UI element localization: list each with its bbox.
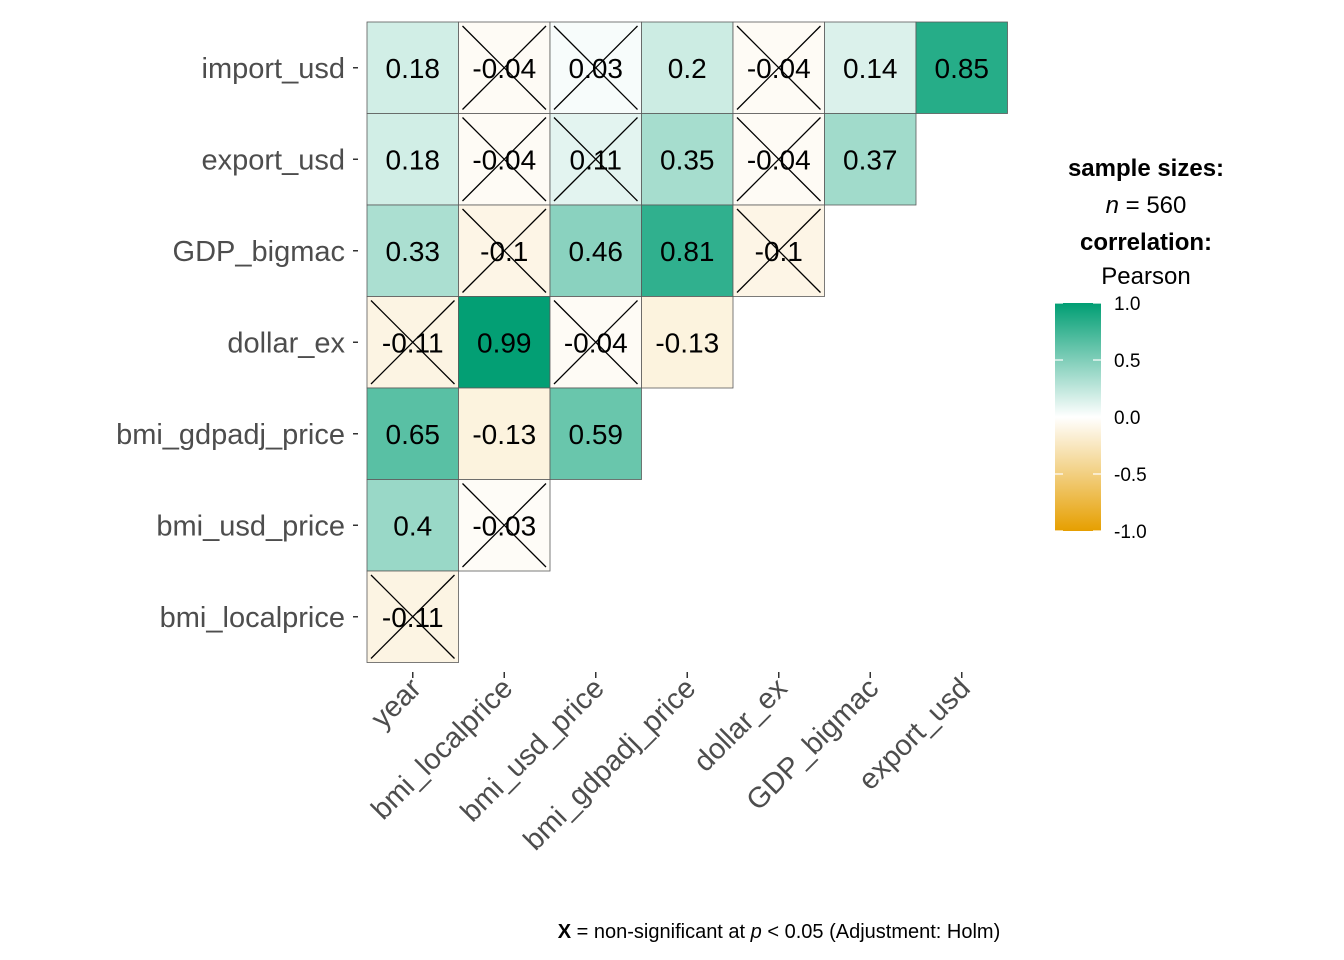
heatmap-cell-bmi-usd-price-dollar-ex: -0.04: [549, 296, 642, 389]
nonsig-cross-line: [736, 117, 821, 202]
legend-correlation-method: Pearson: [1101, 263, 1190, 290]
heatmap-cell-bmi-localprice-export-usd: -0.04: [458, 113, 551, 206]
cell-value-label: 0.4: [393, 510, 432, 541]
nonsig-cross-line: [553, 117, 638, 202]
nonsig-cross-line: [370, 300, 455, 385]
legend-correlation-title: correlation:: [1080, 229, 1212, 256]
heatmap-cell-bmi-usd-price-gdp-bigmac: 0.46: [549, 204, 642, 297]
nonsig-cross-line: [736, 25, 821, 110]
cell-value-label: -0.13: [655, 327, 719, 358]
cell-tile: [458, 387, 551, 480]
heatmap-cell-dollar-ex-export-usd: -0.04: [732, 113, 825, 206]
cell-tile: [641, 204, 734, 297]
heatmap-cell-gdp-bigmac-export-usd: 0.37: [824, 113, 917, 206]
legend-tick-label: -1.0: [1114, 522, 1147, 543]
heatmap-cell-dollar-ex-gdp-bigmac: -0.1: [732, 204, 825, 297]
y-tick-label: import_usd: [202, 53, 345, 85]
heatmap-cell-year-bmi-localprice: -0.11: [366, 570, 459, 663]
heatmap-cell-dollar-ex-import-usd: -0.04: [732, 21, 825, 114]
nonsig-cross-line: [736, 208, 821, 293]
heatmap-cell-bmi-localprice-gdp-bigmac: -0.1: [458, 204, 551, 297]
y-tick-label: bmi_usd_price: [156, 510, 345, 542]
nonsig-cross-line: [553, 25, 638, 110]
legend-ticks: 1.0 0.5 0.0 -0.5 -1.0: [1055, 294, 1147, 543]
cell-tile: [915, 21, 1008, 114]
x-axis: yearbmi_localpricebmi_usd_pricebmi_gdpad…: [365, 672, 977, 857]
legend-tick-label: 0.0: [1114, 408, 1140, 429]
nonsig-cross-line: [462, 208, 547, 293]
heatmap-cell-year-import-usd: 0.18: [366, 21, 459, 114]
cell-tile: [366, 387, 459, 480]
heatmap-cell-bmi-localprice-dollar-ex: 0.99: [458, 296, 551, 389]
caption: X = non-significant at p < 0.05 (Adjustm…: [558, 921, 1000, 943]
cell-value-label: 0.35: [660, 144, 715, 175]
heatmap-cell-bmi-gdpadj-price-gdp-bigmac: 0.81: [641, 204, 734, 297]
legend-sample-size: n = 560: [1106, 192, 1187, 219]
cell-tile: [641, 296, 734, 389]
y-tick-label: bmi_gdpadj_price: [116, 419, 345, 451]
cell-tile: [366, 204, 459, 297]
legend-tick-label: 1.0: [1114, 294, 1140, 315]
heatmap-cell-bmi-localprice-bmi-usd-price: -0.03: [458, 479, 551, 572]
heatmap-cell-year-export-usd: 0.18: [366, 113, 459, 206]
x-tick-label: bmi_gdpadj_price: [518, 672, 703, 857]
heatmap-cells: 0.18-0.040.030.2-0.040.140.850.18-0.040.…: [366, 21, 1008, 663]
legend-tick-label: 0.5: [1114, 351, 1140, 372]
cell-tile: [824, 113, 917, 206]
y-tick-label: dollar_ex: [227, 327, 345, 359]
heatmap-cell-export-usd-import-usd: 0.85: [915, 21, 1008, 114]
heatmap-cell-bmi-localprice-bmi-gdpadj-price: -0.13: [458, 387, 551, 480]
cell-value-label: 0.99: [477, 327, 532, 358]
heatmap-cell-bmi-gdpadj-price-export-usd: 0.35: [641, 113, 734, 206]
heatmap-cell-year-bmi-usd-price: 0.4: [366, 479, 459, 572]
y-tick-label: GDP_bigmac: [173, 236, 345, 268]
cell-value-label: 0.18: [386, 144, 441, 175]
heatmap-cell-year-bmi-gdpadj-price: 0.65: [366, 387, 459, 480]
legend: sample sizes: n = 560 correlation: Pears…: [1055, 155, 1224, 543]
heatmap-cell-bmi-usd-price-export-usd: 0.11: [549, 113, 642, 206]
cell-tile: [549, 387, 642, 480]
cell-tile: [641, 21, 734, 114]
cell-value-label: 0.37: [843, 144, 898, 175]
y-tick-label: bmi_localprice: [160, 602, 345, 634]
cell-value-label: 0.46: [569, 236, 624, 267]
y-tick-label: export_usd: [202, 144, 346, 176]
nonsig-cross-line: [370, 574, 455, 659]
heatmap-cell-bmi-localprice-import-usd: -0.04: [458, 21, 551, 114]
heatmap-cell-bmi-gdpadj-price-dollar-ex: -0.13: [641, 296, 734, 389]
cell-value-label: 0.85: [935, 53, 990, 84]
cell-tile: [366, 21, 459, 114]
cell-value-label: 0.33: [386, 236, 441, 267]
cell-value-label: 0.59: [569, 419, 624, 450]
heatmap-cell-bmi-usd-price-bmi-gdpadj-price: 0.59: [549, 387, 642, 480]
x-tick-label: year: [365, 672, 428, 735]
nonsig-cross-line: [462, 117, 547, 202]
cell-value-label: 0.2: [668, 53, 707, 84]
cell-tile: [641, 113, 734, 206]
heatmap-cell-gdp-bigmac-import-usd: 0.14: [824, 21, 917, 114]
cell-tile: [549, 204, 642, 297]
cell-value-label: 0.81: [660, 236, 715, 267]
heatmap-cell-bmi-gdpadj-price-import-usd: 0.2: [641, 21, 734, 114]
cell-tile: [366, 113, 459, 206]
cell-tile: [824, 21, 917, 114]
heatmap-cell-year-dollar-ex: -0.11: [366, 296, 459, 389]
nonsig-cross-line: [553, 300, 638, 385]
cell-tile: [366, 479, 459, 572]
cell-value-label: -0.13: [472, 419, 536, 450]
cell-value-label: 0.14: [843, 53, 898, 84]
heatmap-cell-bmi-usd-price-import-usd: 0.03: [549, 21, 642, 114]
legend-tick-label: -0.5: [1114, 465, 1147, 486]
heatmap-cell-year-gdp-bigmac: 0.33: [366, 204, 459, 297]
y-axis: import_usd export_usd GDP_bigmac dollar_exb…: [116, 53, 358, 634]
cell-value-label: 0.65: [386, 419, 441, 450]
nonsig-cross-line: [462, 25, 547, 110]
nonsig-cross-line: [462, 483, 547, 568]
cell-value-label: 0.18: [386, 53, 441, 84]
legend-sample-sizes-title: sample sizes:: [1068, 155, 1224, 182]
